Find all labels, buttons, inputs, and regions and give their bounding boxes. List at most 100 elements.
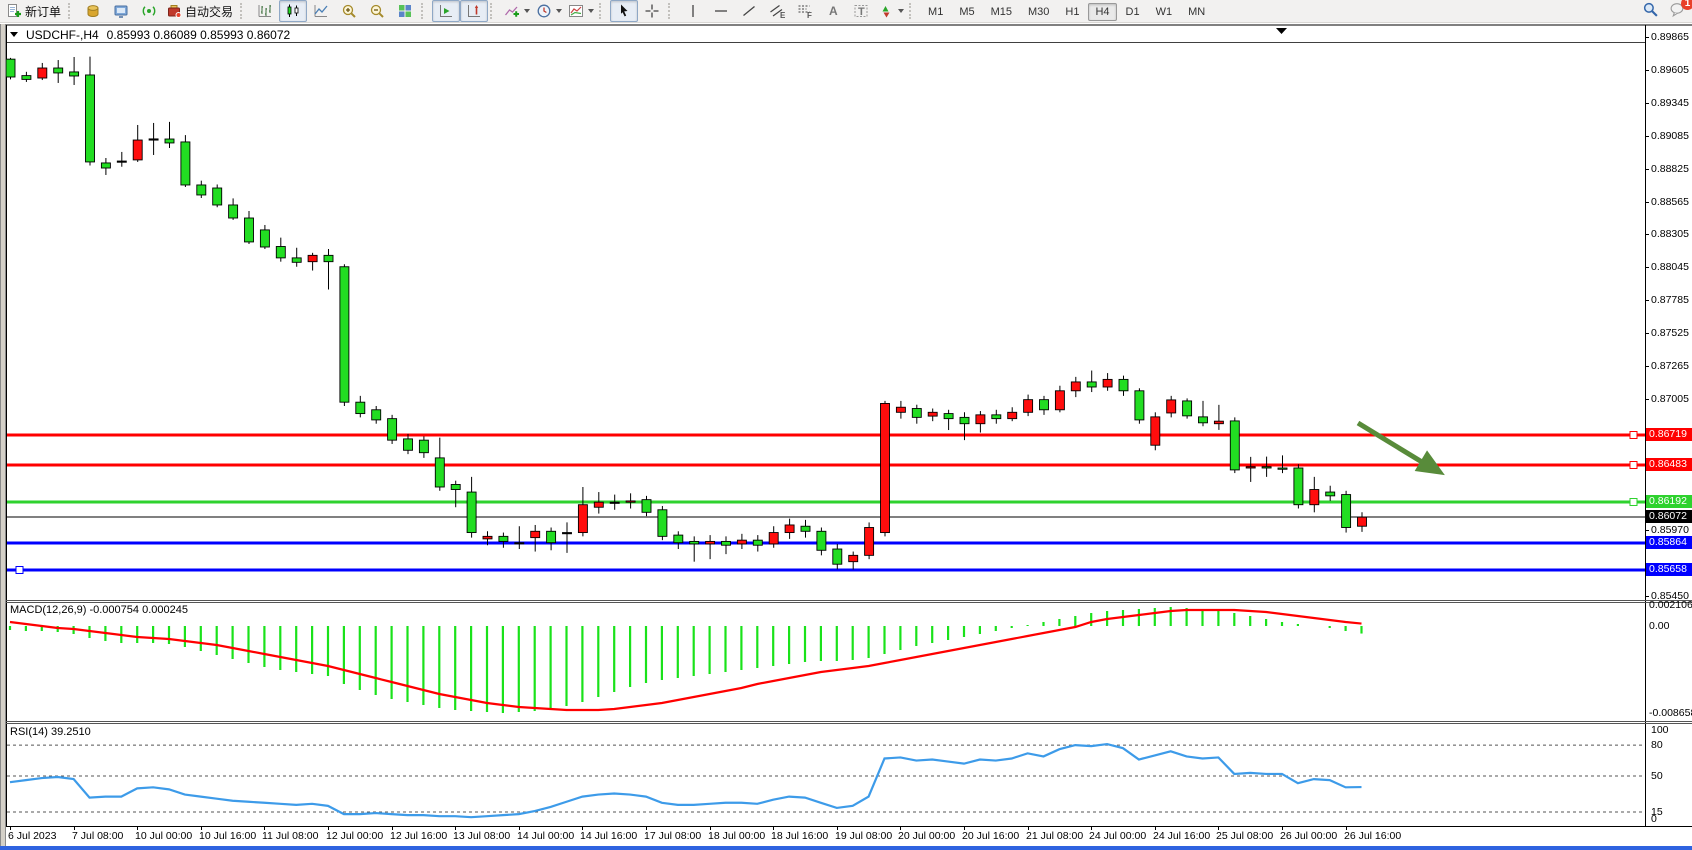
zoom-in-icon: [342, 4, 356, 18]
auto-scroll-button[interactable]: [432, 0, 461, 22]
horizontal-line-button[interactable]: [707, 0, 735, 22]
candle-body: [689, 540, 700, 545]
toolbar: 新订单 自动交易: [0, 0, 1692, 23]
price-tick-label: 0.87525: [1651, 327, 1689, 339]
vertical-line-button[interactable]: [679, 0, 707, 22]
timeframe-button-m15[interactable]: M15: [990, 6, 1012, 18]
macd-axis-label: 0.00: [1649, 620, 1670, 632]
candle-body: [1357, 516, 1367, 527]
candle-body: [577, 504, 588, 534]
fibonacci-icon: F: [798, 5, 812, 19]
price-line-label: 0.85864: [1646, 536, 1692, 549]
candle-body: [450, 484, 461, 490]
candle-body: [880, 402, 890, 534]
search-icon[interactable]: [1642, 1, 1659, 18]
candle-body: [943, 413, 954, 420]
chart-shift-icon: [468, 5, 481, 17]
arrows-icon: [882, 6, 890, 18]
macd-indicator-label: MACD(12,26,9) -0.000754 0.000245: [10, 604, 188, 616]
price-line-label: 0.85658: [1646, 563, 1692, 576]
price-line-label: 0.86483: [1646, 458, 1692, 471]
toolbar-separator: [599, 3, 606, 19]
auto-trading-button[interactable]: 自动交易: [163, 0, 238, 22]
indicators-button[interactable]: [501, 0, 533, 22]
line-chart-button[interactable]: [307, 0, 335, 22]
candle-body: [418, 439, 429, 454]
line-handle[interactable]: [15, 566, 24, 574]
zoom-out-button[interactable]: [363, 0, 391, 22]
templates-button[interactable]: [565, 0, 597, 22]
terminal-button[interactable]: [135, 0, 163, 22]
arrows-button[interactable]: [875, 0, 907, 22]
candle-body: [1007, 411, 1018, 420]
trendline-icon: [743, 5, 755, 17]
candle-body: [434, 457, 445, 488]
arrow-annotation[interactable]: [1356, 420, 1424, 465]
arrow-annotation-head[interactable]: [1414, 450, 1445, 476]
notification-button[interactable]: 1: [1669, 0, 1692, 18]
timeframes-menu-button[interactable]: [533, 0, 565, 22]
new-order-button[interactable]: 新订单: [3, 0, 66, 22]
market-watch-button[interactable]: [79, 0, 107, 22]
candle-body: [1213, 420, 1224, 425]
text-label-button[interactable]: T: [847, 0, 875, 22]
candle-body: [609, 501, 620, 504]
crosshair-icon: [645, 4, 659, 18]
fibonacci-button[interactable]: F: [791, 0, 819, 22]
equidistant-channel-button[interactable]: E: [763, 0, 791, 22]
timeframe-button-d1[interactable]: D1: [1125, 6, 1140, 18]
bar-chart-button[interactable]: [251, 0, 279, 22]
candle-body: [21, 75, 32, 80]
price-line-label: 0.86072: [1646, 510, 1692, 523]
crosshair-button[interactable]: [638, 0, 666, 22]
timeframe-button-w1[interactable]: W1: [1155, 6, 1173, 18]
line-handle[interactable]: [1629, 461, 1638, 469]
timeframe-button-h4[interactable]: H4: [1088, 3, 1117, 21]
price-line-label: 0.86719: [1646, 428, 1692, 441]
navigator-icon: [114, 5, 128, 18]
line-handle[interactable]: [1629, 498, 1638, 506]
toolbar-separator: [668, 3, 675, 19]
candle-body: [657, 509, 668, 537]
toolbar-separator: [490, 3, 497, 19]
price-tick-label: 0.88565: [1651, 196, 1689, 208]
window-frame: [0, 24, 6, 846]
candle-body: [291, 257, 302, 263]
zoom-in-button[interactable]: [335, 0, 363, 22]
line-handle[interactable]: [1629, 431, 1638, 439]
svg-text:F: F: [807, 11, 812, 19]
candle-body: [1118, 378, 1129, 392]
date-label: 18 Jul 16:00: [771, 830, 829, 842]
new-order-icon: [8, 4, 21, 17]
date-label: 26 Jul 00:00: [1280, 830, 1338, 842]
price-tick-label: 0.89605: [1651, 64, 1689, 76]
trendline-button[interactable]: [735, 0, 763, 22]
zoom-out-icon: [370, 4, 384, 18]
chart-shift-button[interactable]: [460, 0, 489, 22]
date-label: 10 Jul 00:00: [135, 830, 193, 842]
price-tick-label: 0.89865: [1651, 31, 1689, 43]
cursor-button[interactable]: [610, 0, 639, 22]
text-button[interactable]: A: [819, 0, 847, 22]
price-tick-label: 0.88045: [1651, 261, 1689, 273]
svg-text:A: A: [829, 4, 838, 18]
candle-body: [5, 58, 16, 78]
candlestick-chart-button[interactable]: [279, 0, 308, 22]
navigator-button[interactable]: [107, 0, 135, 22]
toolbar-separator: [240, 3, 247, 19]
tile-windows-button[interactable]: [391, 0, 419, 22]
candlestick-icon: [287, 4, 299, 17]
timeframe-button-m5[interactable]: M5: [959, 6, 975, 18]
timeframe-button-h1[interactable]: H1: [1065, 6, 1080, 18]
candle-body: [673, 534, 684, 544]
candle-body: [1229, 420, 1240, 471]
chart-titlebar[interactable]: USDCHF-,H4 0.85993 0.86089 0.85993 0.860…: [8, 27, 1638, 42]
signal-icon: [142, 6, 156, 16]
rsi-axis-label: 0: [1651, 813, 1657, 825]
timeframe-button-m1[interactable]: M1: [928, 6, 944, 18]
timeframe-button-mn[interactable]: MN: [1188, 6, 1206, 18]
taskbar-edge: [0, 846, 1692, 850]
timeframe-button-m30[interactable]: M30: [1028, 6, 1050, 18]
price-tick-label: 0.85450: [1651, 590, 1689, 602]
